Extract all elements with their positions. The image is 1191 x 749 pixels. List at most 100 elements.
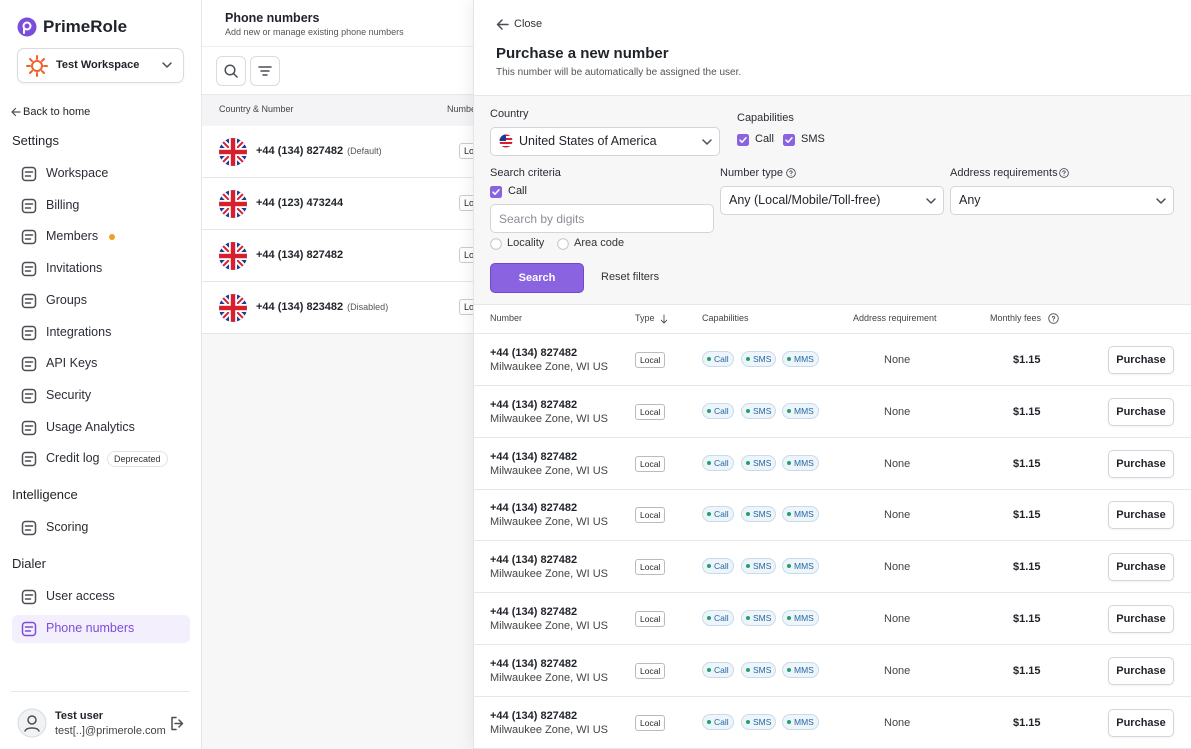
field-label: Address requirements [950, 167, 1058, 179]
select[interactable]: Any [950, 186, 1174, 215]
list-row[interactable] [202, 230, 502, 282]
radio-label[interactable]: Locality [507, 237, 545, 249]
nav-item[interactable]: Integrations [46, 324, 112, 339]
result-number: +44 (134) 827482 [490, 709, 578, 722]
checkbox-label[interactable]: SMS [801, 133, 825, 145]
nav-icon [21, 325, 37, 340]
number-note: (Disabled) [347, 302, 389, 312]
nav-icon [21, 420, 37, 435]
uk-flag [219, 138, 247, 166]
purchase-button[interactable]: Purchase [1108, 397, 1174, 426]
nav-item[interactable]: Usage Analytics [46, 419, 135, 434]
purchase-button[interactable]: Purchase [1108, 656, 1174, 685]
result-row [474, 593, 1191, 645]
nav-icon [21, 293, 37, 309]
close-button[interactable]: Close [514, 18, 543, 30]
list-row[interactable] [202, 282, 502, 334]
address-value: None [884, 613, 911, 625]
column-header: Address requirement [853, 313, 937, 323]
column-header: Number [490, 313, 523, 323]
search-icon [224, 64, 238, 78]
badge: Deprecated [107, 451, 168, 468]
toolbar-button[interactable] [250, 56, 280, 86]
radio-label[interactable]: Area code [574, 237, 625, 249]
nav-item[interactable]: Scoring [46, 520, 89, 534]
capability-chip: MMS [782, 351, 819, 367]
result-number: +44 (134) 827482 [490, 606, 578, 618]
nav-item[interactable]: API Keys [46, 356, 98, 371]
status-dot [746, 357, 750, 361]
capability-chip: MMS [782, 610, 819, 626]
purchase-button[interactable]: Purchase [1108, 708, 1174, 737]
back-arrow [11, 107, 21, 117]
nav-item[interactable]: User access [46, 589, 115, 603]
reset-button[interactable]: Reset filters [601, 271, 660, 283]
capability-chip: SMS [741, 610, 777, 626]
workspace-select[interactable]: Test Workspace [17, 48, 184, 83]
field-label: Country [490, 108, 529, 120]
checkbox-label[interactable]: Call [755, 133, 774, 145]
nav-item[interactable]: Groups [46, 292, 87, 307]
back-link[interactable]: Back to home [23, 106, 91, 118]
result-number: +44 (134) 827482 [490, 554, 578, 567]
fee: $1.15 [1013, 509, 1041, 522]
select[interactable]: United States of America [490, 127, 720, 156]
checkbox-label[interactable]: Call [508, 185, 527, 197]
phone-number: +44 (134) 827482 (Default) [256, 145, 382, 157]
capability-chip: MMS [782, 558, 819, 575]
toolbar-button[interactable] [216, 56, 246, 86]
list-row[interactable] [202, 178, 502, 230]
purchase-panel: Close Purchase a new number This number wi… [473, 0, 1191, 749]
result-number: +44 (134) 827482 [490, 657, 578, 670]
address-value: None [884, 561, 911, 574]
capability-chip: SMS [741, 713, 777, 730]
address-value: None [884, 716, 911, 729]
result-row [474, 489, 1191, 542]
select[interactable]: Any (Local/Mobile/Toll-free) [720, 186, 944, 215]
divider [474, 333, 1191, 334]
help-icon [786, 168, 796, 178]
field-label: Search criteria [490, 167, 561, 179]
purchase-button[interactable]: Purchase [1108, 501, 1174, 530]
capability-chip: MMS [782, 506, 819, 523]
purchase-button[interactable]: Purchase [1108, 553, 1174, 582]
type-badge: Local [635, 662, 666, 679]
nav-item[interactable]: Workspace [46, 166, 109, 180]
status-dot [746, 460, 750, 465]
column-header: Monthly fees [990, 313, 1042, 323]
nav-item[interactable]: Phone numbers [46, 620, 135, 635]
chevron-icon [1156, 198, 1166, 204]
result-location: Milwaukee Zone, WI US [490, 516, 608, 529]
divider [202, 46, 502, 47]
us-flag [499, 134, 513, 148]
nav-item[interactable]: Invitations [46, 261, 103, 276]
list-subtitle: Add new or manage existing phone numbers [225, 27, 404, 37]
nav-item[interactable]: Security [46, 387, 92, 402]
purchase-button[interactable]: Purchase [1108, 449, 1174, 478]
status-dot [787, 357, 791, 361]
address-value: None [884, 354, 911, 366]
chevron-icon [162, 62, 172, 68]
nav-icon [21, 166, 37, 182]
nav-item[interactable]: Billing [46, 197, 80, 212]
status-dot [787, 564, 791, 569]
status-dot [746, 408, 750, 413]
notification-dot [109, 234, 115, 241]
status-dot [707, 512, 711, 517]
purchase-button[interactable]: Purchase [1108, 346, 1174, 374]
purchase-button[interactable]: Purchase [1108, 605, 1174, 633]
user-email: test[..]@primerole.com [55, 725, 166, 737]
result-row [474, 334, 1191, 386]
nav-item[interactable]: Members [46, 229, 99, 244]
address-value: None [884, 509, 911, 522]
panel-subtitle: This number will be automatically be ass… [496, 67, 742, 78]
search-button[interactable]: Search [490, 263, 584, 293]
search-input[interactable]: Search by digits [490, 204, 714, 233]
nav-item[interactable]: Credit log [46, 451, 100, 466]
status-dot [746, 512, 750, 517]
fee: $1.15 [1013, 457, 1041, 470]
result-row [474, 697, 1191, 749]
capability-chip: Call [702, 402, 734, 419]
list-row[interactable] [202, 126, 502, 178]
capability-chip: MMS [782, 713, 819, 730]
